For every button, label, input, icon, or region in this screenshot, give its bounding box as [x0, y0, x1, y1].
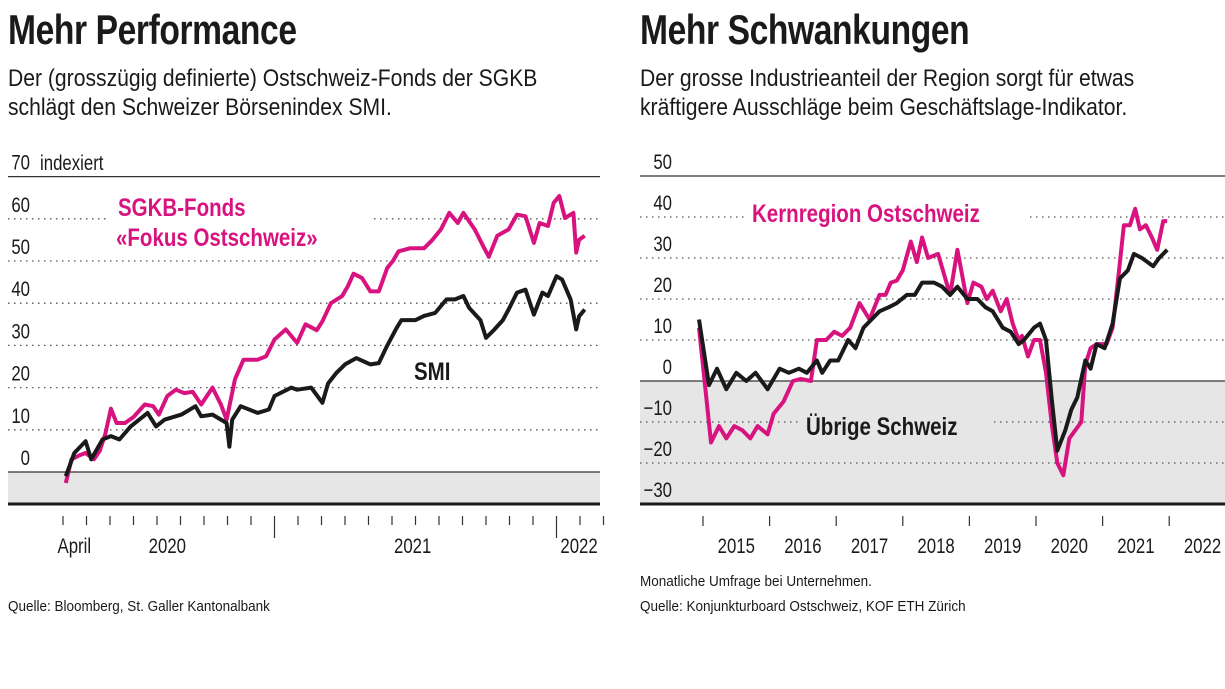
- left-y-tick-label-group: 60: [11, 194, 30, 217]
- right-x-tick-label-group: 2020: [1051, 535, 1088, 558]
- left-chart-subtitle-line-2: schlägt den Schweizer Börsenindex SMI.: [8, 94, 392, 121]
- right-x-tick-label: 2015: [718, 535, 755, 558]
- left-chart-source: Quelle: Bloomberg, St. Galler Kantonalba…: [8, 598, 270, 615]
- uebrige-schweiz-label-bg: [800, 410, 992, 442]
- left-y-tick-label-group: 70: [11, 152, 30, 175]
- left-x-tick-label-group: 2021: [394, 535, 431, 558]
- left-y-tick-label: 50: [11, 236, 30, 259]
- right-series-label-bg: [745, 200, 1027, 230]
- right-x-tick-label: 2021: [1117, 535, 1154, 558]
- right-y-tick-label-group: 30: [653, 233, 672, 256]
- right-negative-band: [640, 381, 1225, 504]
- right-y-tick-label: −20: [644, 438, 672, 461]
- left-y-tick-label: 30: [11, 321, 30, 344]
- left-y-tick-label-group: 20: [11, 363, 30, 386]
- left-x-tick-label: 2020: [149, 535, 186, 558]
- right-y-tick-label-group: 0: [663, 356, 672, 379]
- left-y-tick-label: 0: [21, 447, 30, 470]
- left-y-tick-label-group: 40: [11, 279, 30, 302]
- right-x-tick-label-group: 2022: [1184, 535, 1221, 558]
- right-x-tick-label: 2020: [1051, 535, 1088, 558]
- right-y-tick-label: −10: [644, 397, 672, 420]
- right-chart-subtitle-line-1: Der grosse Industrieanteil der Region so…: [640, 65, 1135, 92]
- kernregion-ostschweiz-label: Kernregion Ostschweiz: [752, 199, 980, 227]
- left-series-label-bg: [110, 192, 372, 252]
- left-y-tick-label-group: 10: [11, 405, 30, 428]
- left-y-tick-label: 60: [11, 194, 30, 217]
- left-x-tick-label-group: 2020: [149, 535, 186, 558]
- left-x-tick-label: 2022: [560, 535, 597, 558]
- left-series-line-smi: [63, 274, 587, 477]
- sgkb-fonds-label-line-2: «Fokus Ostschweiz»: [116, 223, 318, 251]
- left-x-tick-label: 2021: [394, 535, 431, 558]
- right-series-line-brige-schweiz: [697, 248, 1169, 453]
- left-y-tick-label-group: 30: [11, 321, 30, 344]
- left-chart-title: Mehr Performance: [8, 6, 297, 53]
- right-y-tick-label-group: −20: [644, 438, 672, 461]
- right-x-tick-label-group: 2019: [984, 535, 1021, 558]
- sgkb-fonds-label-line-1: SGKB-Fonds: [118, 193, 246, 221]
- smi-label: SMI: [414, 357, 450, 385]
- left-y-axis-label: indexiert: [40, 152, 104, 175]
- uebrige-schweiz-label-group: Übrige Schweiz: [806, 412, 958, 440]
- right-x-tick-label: 2018: [917, 535, 954, 558]
- right-y-tick-label-group: 50: [653, 151, 672, 174]
- right-x-tick-label: 2016: [784, 535, 821, 558]
- left-x-tick-label: April: [57, 535, 91, 558]
- left-y-tick-label: 40: [11, 279, 30, 302]
- right-x-tick-label: 2019: [984, 535, 1021, 558]
- right-y-tick-label: −30: [644, 479, 672, 502]
- left-series-line-sgkb-fonds-fokus-ostschweiz: [63, 194, 586, 484]
- sgkb-fonds-label-line-2-group: «Fokus Ostschweiz»: [116, 223, 318, 251]
- right-y-tick-label-group: 10: [653, 315, 672, 338]
- left-y-tick-label-group: 50: [11, 236, 30, 259]
- right-y-tick-label-group: 20: [653, 274, 672, 297]
- left-x-tick-label-group: 2022: [560, 535, 597, 558]
- right-y-tick-label: 0: [663, 356, 672, 379]
- right-x-tick-label-group: 2016: [784, 535, 821, 558]
- right-y-tick-label-group: −10: [644, 397, 672, 420]
- left-y-tick-label: 70: [11, 152, 30, 175]
- uebrige-schweiz-label: Übrige Schweiz: [806, 412, 958, 440]
- right-x-tick-label-group: 2015: [718, 535, 755, 558]
- left-chart-subtitle-line-1: Der (grosszügig definierte) Ostschweiz-F…: [8, 65, 538, 92]
- right-chart-title: Mehr Schwankungen: [640, 6, 970, 53]
- right-y-tick-label-group: −30: [644, 479, 672, 502]
- smi-label-group: SMI: [414, 357, 450, 385]
- right-x-tick-label: 2017: [851, 535, 888, 558]
- left-y-axis-label-group: indexiert: [40, 152, 104, 175]
- right-y-tick-label: 10: [653, 315, 672, 338]
- right-x-tick-label-group: 2017: [851, 535, 888, 558]
- left-y-tick-label: 20: [11, 363, 30, 386]
- left-x-tick-label-group: April: [57, 535, 91, 558]
- left-negative-band: [8, 472, 600, 504]
- left-y-tick-label: 10: [11, 405, 30, 428]
- right-y-tick-label: 40: [653, 192, 672, 215]
- right-chart-source: Quelle: Konjunkturboard Ostschweiz, KOF …: [640, 598, 966, 615]
- right-y-tick-label: 20: [653, 274, 672, 297]
- right-chart-note: Monatliche Umfrage bei Unternehmen.: [640, 573, 872, 590]
- kernregion-ostschweiz-label-group: Kernregion Ostschweiz: [752, 199, 980, 227]
- right-x-tick-label-group: 2021: [1117, 535, 1154, 558]
- right-y-tick-label: 30: [653, 233, 672, 256]
- right-chart-subtitle-line-2: kräftigere Ausschläge beim Geschäftslage…: [640, 94, 1128, 121]
- right-x-tick-label: 2022: [1184, 535, 1221, 558]
- right-y-tick-label: 50: [653, 151, 672, 174]
- left-y-tick-label-group: 0: [21, 447, 30, 470]
- right-x-tick-label-group: 2018: [917, 535, 954, 558]
- sgkb-fonds-label-line-1-group: SGKB-Fonds: [118, 193, 246, 221]
- right-y-tick-label-group: 40: [653, 192, 672, 215]
